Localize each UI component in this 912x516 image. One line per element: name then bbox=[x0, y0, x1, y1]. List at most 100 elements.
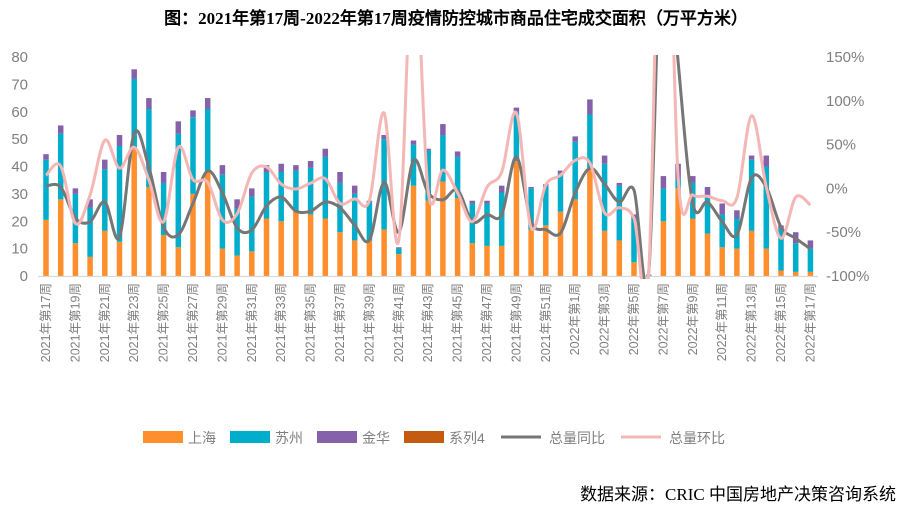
legend-swatch bbox=[317, 431, 357, 443]
bar-segment bbox=[278, 163, 284, 172]
bar-segment bbox=[690, 176, 696, 183]
bar-segment bbox=[293, 211, 299, 276]
bar-segment bbox=[572, 136, 578, 142]
bar-segment bbox=[454, 156, 461, 198]
right-tick-label: -100% bbox=[826, 268, 869, 285]
chart-title: 图：2021年第17周-2022年第17周疫情防控城市商品住宅成交面积（万平方米… bbox=[164, 9, 748, 28]
bar-segment bbox=[322, 218, 329, 276]
bar-segment bbox=[131, 147, 137, 276]
legend-label: 金华 bbox=[362, 430, 390, 446]
x-tick-label: 2021年第33周 bbox=[274, 283, 288, 362]
bar-segment bbox=[219, 165, 226, 175]
right-tick-label: 100% bbox=[826, 93, 864, 110]
bar-segment bbox=[528, 187, 534, 189]
right-tick-label: 50% bbox=[826, 137, 856, 154]
x-tick-label: 2021年第25周 bbox=[157, 283, 171, 362]
bar-segment bbox=[57, 199, 64, 276]
bar-segment bbox=[690, 218, 696, 276]
bar-segment bbox=[293, 165, 299, 171]
bar-segment bbox=[425, 200, 431, 276]
bar-segment bbox=[234, 208, 240, 256]
x-tick-label: 2022年第3周 bbox=[598, 283, 612, 355]
bar-segment bbox=[704, 197, 711, 234]
bar-segment bbox=[175, 121, 182, 134]
legend-label: 上海 bbox=[188, 430, 216, 446]
x-tick-label: 2021年第23周 bbox=[127, 283, 141, 362]
bar-segment bbox=[440, 135, 446, 182]
bar-segment bbox=[601, 230, 608, 276]
bar-segment bbox=[675, 188, 681, 276]
bar-segment bbox=[498, 245, 505, 276]
bar-segment bbox=[87, 256, 93, 276]
bar-segment bbox=[748, 230, 755, 276]
legend-swatch bbox=[143, 431, 183, 443]
bar-segment bbox=[249, 251, 255, 276]
bar-segment bbox=[102, 169, 108, 231]
bar-segment bbox=[748, 155, 755, 160]
bar-segment bbox=[763, 248, 770, 276]
bar-segment bbox=[734, 210, 740, 219]
bar-segment bbox=[778, 228, 784, 271]
bar-segment bbox=[454, 151, 461, 157]
bar-segment bbox=[734, 248, 740, 276]
legend-label: 苏州 bbox=[275, 430, 303, 446]
bar-segment bbox=[557, 173, 564, 212]
legend-swatch bbox=[404, 431, 444, 443]
bar-segment bbox=[557, 170, 564, 174]
x-axis-ticks: 2021年第17周 2021年第19周 2021年第21周 2021年第23周 2021… bbox=[39, 283, 817, 362]
bar-segment bbox=[601, 155, 608, 164]
bar-segment bbox=[351, 240, 358, 276]
bar-segment bbox=[116, 135, 123, 146]
legend-swatch bbox=[230, 431, 270, 443]
x-tick-label: 2022年第1周 bbox=[568, 283, 582, 355]
legend-label: 系列4 bbox=[449, 430, 485, 446]
left-tick-label: 30 bbox=[11, 186, 28, 203]
bar-segment bbox=[719, 247, 725, 276]
bar-segment bbox=[425, 148, 431, 151]
bar-segment bbox=[572, 199, 578, 276]
x-tick-label: 2022年第15周 bbox=[774, 283, 788, 362]
left-axis: 0 10 20 30 40 50 60 70 80 bbox=[11, 49, 28, 285]
bar-segment bbox=[190, 110, 196, 118]
bar-segment bbox=[43, 219, 49, 276]
bar-segment bbox=[278, 221, 284, 276]
bar-segment bbox=[543, 225, 549, 276]
x-tick-label: 2021年第17周 bbox=[39, 283, 53, 362]
bar-segment bbox=[513, 161, 520, 276]
bar-segment bbox=[660, 188, 667, 222]
bar-segment bbox=[307, 161, 314, 168]
line-yoy bbox=[45, 55, 812, 279]
bar-segment bbox=[513, 107, 520, 112]
bar-segment bbox=[719, 203, 725, 215]
bar-segment bbox=[587, 114, 593, 168]
bar-segment bbox=[87, 199, 93, 208]
bar-segment bbox=[498, 192, 505, 246]
bar-segment bbox=[381, 229, 387, 276]
lines bbox=[44, 55, 812, 279]
bar-segment bbox=[263, 218, 270, 276]
bar-segment bbox=[631, 218, 637, 263]
bar-segment bbox=[234, 255, 240, 276]
bar-segment bbox=[116, 145, 123, 242]
left-tick-label: 60 bbox=[11, 104, 28, 121]
bar-segment bbox=[807, 240, 814, 249]
bar-segment bbox=[484, 245, 490, 276]
x-tick-label: 2022年第9周 bbox=[686, 283, 700, 355]
bar-segment bbox=[160, 234, 167, 276]
bar-segment bbox=[146, 109, 152, 188]
right-tick-label: -50% bbox=[826, 224, 861, 241]
x-tick-label: 2021年第51周 bbox=[539, 283, 553, 362]
bar-segment bbox=[116, 241, 123, 276]
bar-segment bbox=[204, 109, 211, 172]
legend-label: 总量环比 bbox=[669, 430, 725, 446]
x-tick-label: 2022年第13周 bbox=[745, 283, 759, 362]
bar-segment bbox=[307, 214, 314, 276]
bar-segment bbox=[792, 271, 799, 276]
bar-segment bbox=[102, 159, 108, 170]
bar-segment bbox=[72, 188, 79, 194]
bar-segment bbox=[807, 271, 814, 276]
bar-segment bbox=[498, 185, 505, 193]
x-tick-label: 2021年第27周 bbox=[186, 283, 200, 362]
line-mom bbox=[44, 55, 812, 279]
